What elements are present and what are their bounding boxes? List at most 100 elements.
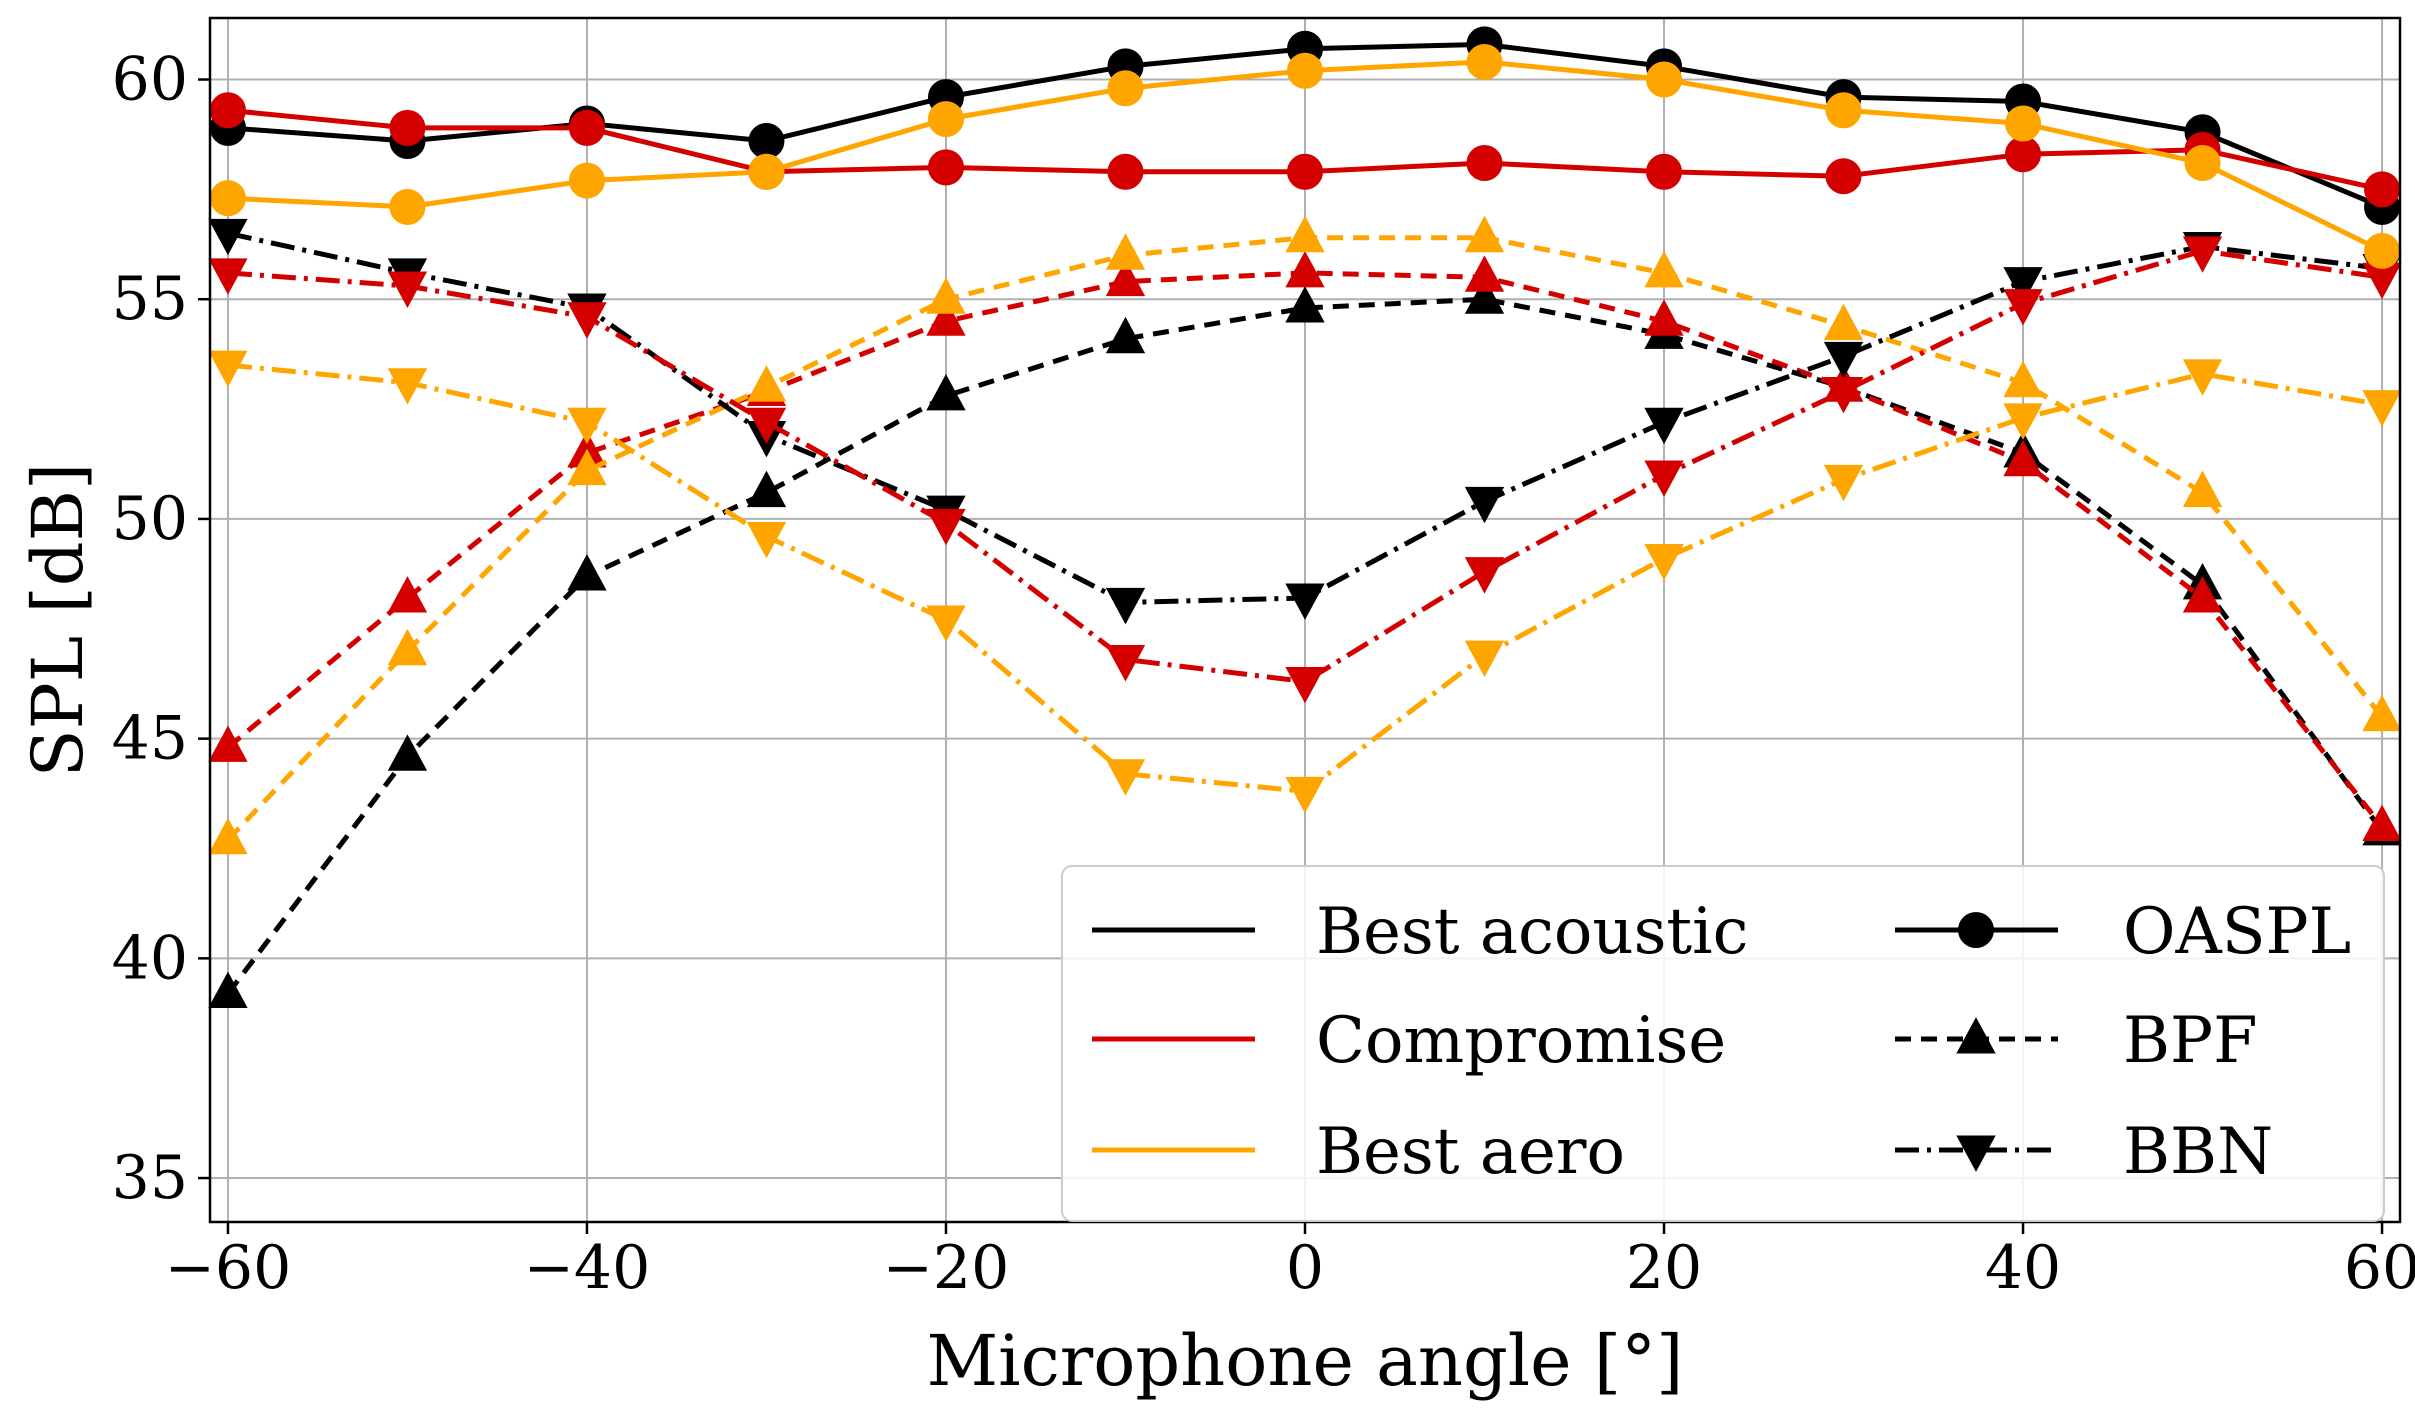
legend-label-best_acoustic: Best acoustic bbox=[1316, 895, 1748, 969]
data-point bbox=[1646, 153, 1683, 190]
data-point bbox=[387, 628, 428, 666]
data-point bbox=[209, 180, 246, 217]
legend-marker bbox=[1958, 912, 1994, 948]
data-point bbox=[927, 101, 964, 138]
data-point bbox=[1644, 407, 1684, 445]
y-tick-label: 50 bbox=[112, 484, 188, 554]
data-point bbox=[1825, 158, 1862, 195]
data-point bbox=[1466, 145, 1503, 182]
data-point bbox=[926, 277, 966, 314]
data-point bbox=[746, 522, 787, 559]
x-tick-label: −20 bbox=[883, 1233, 1010, 1303]
data-point bbox=[1464, 557, 1505, 594]
data-point bbox=[567, 554, 607, 591]
data-point bbox=[1285, 215, 1325, 253]
data-point bbox=[2182, 236, 2223, 273]
data-point bbox=[2362, 694, 2402, 732]
data-point bbox=[387, 576, 428, 613]
data-point bbox=[1823, 377, 1864, 414]
data-point bbox=[1285, 583, 1325, 620]
data-point bbox=[2003, 289, 2043, 326]
data-point bbox=[2364, 171, 2401, 208]
legend-label-bbn: BBN bbox=[2123, 1115, 2273, 1189]
x-tick-label: 60 bbox=[2344, 1233, 2415, 1303]
data-point bbox=[208, 817, 248, 855]
x-tick-label: 40 bbox=[1985, 1233, 2061, 1303]
series-layer bbox=[208, 26, 2402, 1009]
x-tick-label: 0 bbox=[1286, 1233, 1324, 1303]
legend-swatch-oaspl bbox=[1895, 912, 2058, 948]
data-point bbox=[1105, 316, 1146, 354]
data-point bbox=[926, 373, 966, 411]
data-point bbox=[1105, 233, 1146, 270]
data-point bbox=[389, 188, 426, 225]
y-axis-label: SPL [dB] bbox=[17, 463, 99, 778]
data-point bbox=[1287, 153, 1323, 190]
data-point bbox=[1105, 259, 1146, 297]
data-point bbox=[1823, 341, 1864, 379]
data-point bbox=[1285, 776, 1325, 814]
data-point bbox=[1466, 43, 1503, 80]
data-point bbox=[1825, 92, 1862, 129]
data-point bbox=[1287, 52, 1323, 89]
data-point bbox=[1644, 250, 1684, 288]
data-point bbox=[2182, 359, 2223, 396]
data-point bbox=[1646, 61, 1683, 98]
data-point bbox=[2005, 136, 2042, 173]
legend-swatch-bpf bbox=[1895, 1017, 2058, 1054]
data-point bbox=[2182, 576, 2223, 613]
data-point bbox=[2184, 145, 2221, 182]
data-point bbox=[1107, 153, 1144, 190]
legend-box bbox=[1061, 865, 2385, 1222]
data-point bbox=[1823, 464, 1864, 502]
data-point bbox=[389, 109, 426, 146]
data-point bbox=[1464, 277, 1505, 314]
data-point bbox=[926, 299, 966, 336]
data-point bbox=[209, 92, 246, 129]
data-point bbox=[746, 365, 787, 402]
data-point bbox=[748, 153, 785, 190]
data-point bbox=[2003, 360, 2043, 398]
data-point bbox=[567, 448, 607, 486]
data-point bbox=[2005, 105, 2042, 142]
x-tick-label: −60 bbox=[165, 1233, 292, 1303]
y-tick-label: 60 bbox=[112, 45, 188, 115]
data-point bbox=[387, 734, 428, 771]
y-tick-label: 40 bbox=[112, 923, 188, 993]
data-point bbox=[1105, 645, 1146, 682]
data-point bbox=[567, 407, 607, 445]
legend-label-oaspl: OASPL bbox=[2123, 895, 2351, 969]
data-point bbox=[746, 407, 787, 445]
x-tick-label: 20 bbox=[1626, 1233, 1702, 1303]
data-point bbox=[2362, 804, 2402, 842]
series-best_aero-bbn bbox=[208, 350, 2402, 814]
data-point bbox=[208, 218, 248, 256]
series-best_aero-oaspl bbox=[209, 43, 2401, 269]
data-point bbox=[387, 368, 428, 405]
legend-label-bpf: BPF bbox=[2123, 1004, 2258, 1078]
data-point bbox=[568, 162, 605, 199]
data-point bbox=[1464, 640, 1505, 678]
data-point bbox=[1644, 460, 1684, 497]
y-tick-label: 45 bbox=[112, 704, 188, 774]
legend-marker bbox=[1956, 1135, 1996, 1172]
data-point bbox=[2003, 403, 2043, 440]
series-compromise-bbn bbox=[208, 236, 2402, 704]
data-point bbox=[927, 149, 964, 186]
x-axis-label: Microphone angle [°] bbox=[927, 1320, 1684, 1402]
y-tick-label: 55 bbox=[112, 264, 188, 334]
data-point bbox=[1464, 215, 1505, 253]
data-point bbox=[208, 350, 248, 388]
series-best_aero-bpf bbox=[208, 215, 2402, 855]
legend-label-compromise: Compromise bbox=[1316, 1004, 1726, 1078]
data-point bbox=[926, 605, 966, 642]
data-point bbox=[2003, 439, 2043, 477]
data-point bbox=[2182, 470, 2223, 508]
data-point bbox=[1107, 70, 1144, 107]
legend-label-best_aero: Best aero bbox=[1316, 1115, 1625, 1189]
data-point bbox=[1823, 303, 1864, 341]
data-point bbox=[748, 123, 785, 160]
data-point bbox=[1464, 255, 1505, 292]
legend-swatch-bbn bbox=[1895, 1135, 2058, 1172]
